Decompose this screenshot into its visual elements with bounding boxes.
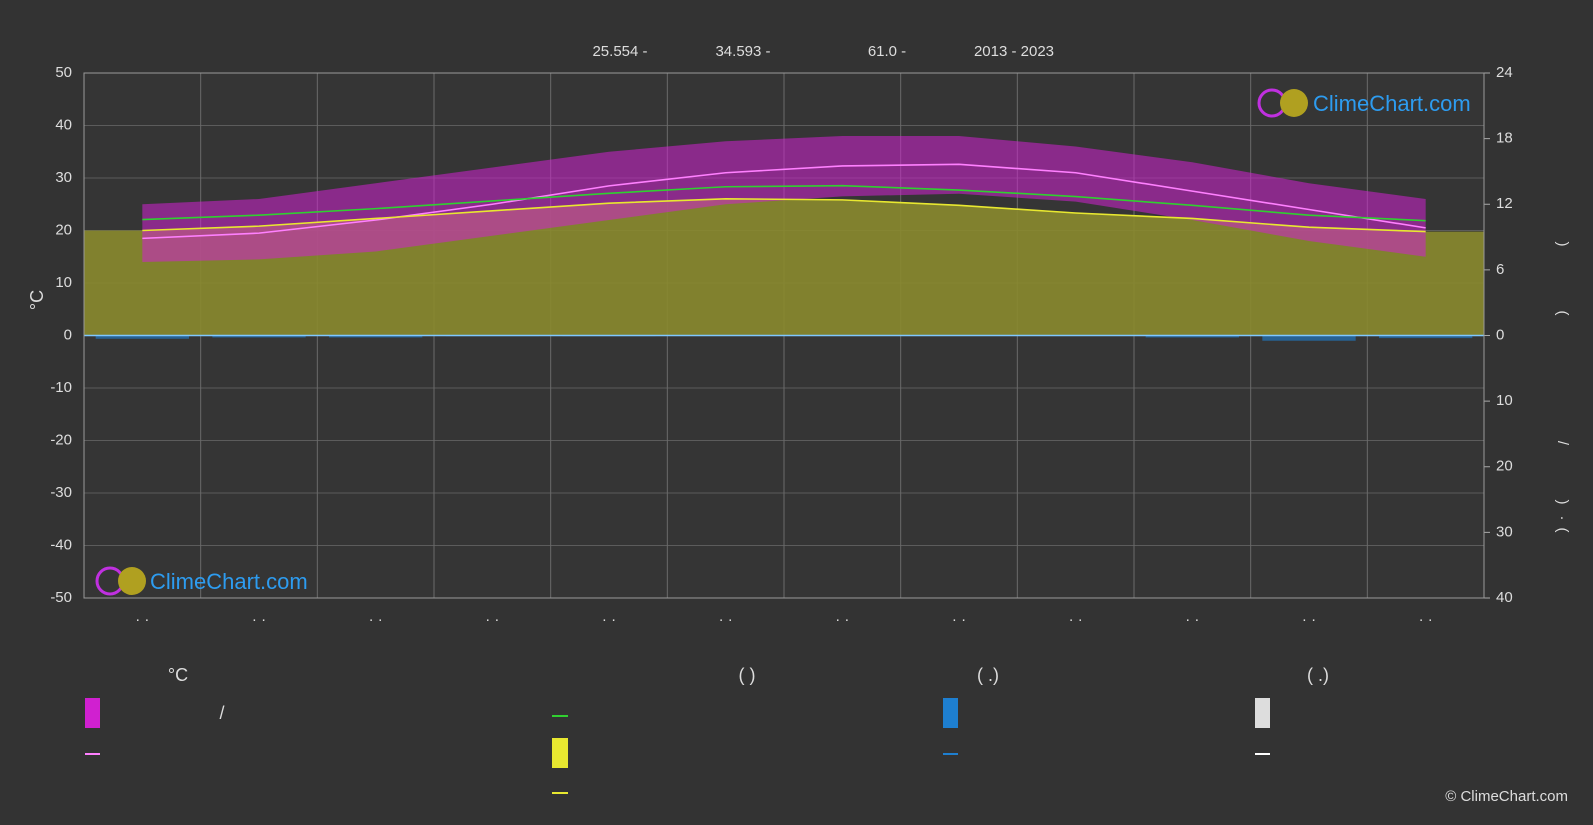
- bar: [1379, 335, 1473, 339]
- x-tick-label: · ·: [719, 611, 733, 628]
- line: [142, 184, 1426, 222]
- y-tick-label: 30: [55, 169, 72, 186]
- y3-tick-label: 40: [1496, 589, 1513, 606]
- legend-header: °C: [168, 665, 188, 685]
- logo-text: ClimeChart.com: [150, 569, 308, 594]
- y-tick-label: -30: [50, 484, 72, 501]
- x-tick-label: · ·: [602, 611, 616, 628]
- y3-tick-label: 30: [1496, 523, 1513, 540]
- line: [142, 197, 1426, 233]
- header-text: 2013 - 2023: [974, 43, 1054, 60]
- line: [142, 163, 1426, 240]
- legend-swatch: [1255, 698, 1270, 728]
- y3-tick-label: 10: [1496, 392, 1513, 409]
- y2-axis-label: /: [1554, 441, 1571, 446]
- logo: ClimeChart.com: [95, 566, 308, 596]
- plot-frame: [83, 72, 1485, 599]
- y2-tick-label: 12: [1496, 195, 1513, 212]
- bar: [329, 335, 423, 338]
- y-tick-label: -20: [50, 431, 72, 448]
- x-tick-label: · ·: [1185, 611, 1199, 628]
- copyright: © ClimeChart.com: [1445, 788, 1568, 805]
- x-tick-label: · ·: [369, 611, 383, 628]
- header-text: 61.0 -: [868, 43, 906, 60]
- x-tick-label: · ·: [1302, 611, 1316, 628]
- y2-tick-label: 0: [1496, 326, 1504, 343]
- legend-swatch: [552, 738, 568, 768]
- y-tick-label: 50: [55, 64, 72, 81]
- y2-tick-label: 6: [1496, 261, 1504, 278]
- y-tick-label: -50: [50, 589, 72, 606]
- x-tick-label: · ·: [1069, 611, 1083, 628]
- y2-axis-label: (: [1554, 528, 1571, 533]
- legend-swatch: [85, 698, 100, 728]
- y-tick-label: 20: [55, 221, 72, 238]
- legend-text: /: [219, 703, 224, 723]
- bar: [1262, 335, 1356, 341]
- legend-header: ( .): [1307, 665, 1329, 685]
- y-tick-label: -10: [50, 379, 72, 396]
- y2-axis-label: (: [1554, 311, 1571, 316]
- header-text: 34.593 -: [715, 43, 770, 60]
- header-text: 25.554 -: [592, 43, 647, 60]
- x-tick-label: · ·: [485, 611, 499, 628]
- y2-axis-label: ·: [1554, 516, 1571, 521]
- bar: [1145, 335, 1239, 338]
- x-tick-label: · ·: [835, 611, 849, 628]
- y-tick-label: -40: [50, 536, 72, 553]
- legend-header: ( ): [739, 665, 756, 685]
- y-tick-label: 10: [55, 274, 72, 291]
- bar: [95, 335, 189, 339]
- x-tick-label: · ·: [135, 611, 149, 628]
- bar: [212, 335, 306, 338]
- y-axis-label: °C: [27, 290, 47, 310]
- plot-area: -50 -40 -30 -20 -10 0 10 20 30 40 50 0 6 12 18 24 10 20 30…: [50, 64, 1512, 628]
- y-tick-label: 0: [64, 326, 72, 343]
- y2-tick-label: 18: [1496, 130, 1513, 147]
- legend-header: ( .): [977, 665, 999, 685]
- logo: ClimeChart.com: [1257, 88, 1471, 118]
- y-tick-label: 40: [55, 116, 72, 133]
- y2-axis-label: ): [1554, 500, 1571, 505]
- y3-tick-label: 20: [1496, 458, 1513, 475]
- x-tick-label: · ·: [252, 611, 266, 628]
- legend-swatch: [943, 698, 958, 728]
- y2-tick-label: 24: [1496, 64, 1513, 81]
- x-tick-label: · ·: [952, 611, 966, 628]
- x-tick-label: · ·: [1419, 611, 1433, 628]
- y2-axis-label: ): [1554, 242, 1571, 247]
- logo-text: ClimeChart.com: [1313, 91, 1471, 116]
